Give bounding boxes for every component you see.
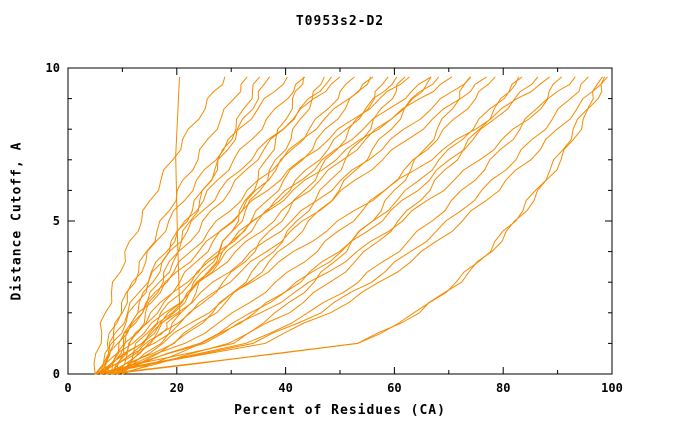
series-line: [111, 76, 603, 375]
series-line: [111, 76, 452, 375]
series-line: [100, 76, 306, 375]
series-line: [105, 76, 496, 375]
series-line: [94, 76, 389, 375]
series-line: [104, 76, 288, 375]
series-line: [100, 76, 355, 375]
x-tick-label: 100: [601, 381, 623, 395]
series-line: [111, 76, 332, 375]
x-axis-label: Percent of Residues (CA): [234, 403, 446, 418]
series-line: [116, 76, 406, 375]
x-tick-label: 40: [278, 381, 292, 395]
series-line: [121, 76, 523, 375]
series-line: [100, 76, 605, 375]
x-tick-label: 0: [64, 381, 71, 395]
y-tick-label: 5: [53, 214, 60, 228]
series-line: [105, 76, 374, 375]
chart-title: T0953s2-D2: [295, 14, 385, 29]
series-line: [116, 76, 550, 375]
series-line: [121, 76, 305, 375]
x-tick-label: 20: [170, 381, 184, 395]
y-tick-label: 0: [53, 367, 60, 381]
series-line: [94, 76, 270, 375]
series-line: [94, 76, 589, 375]
y-tick-label: 10: [46, 61, 60, 75]
series-line: [111, 76, 538, 375]
series-line: [111, 76, 487, 375]
series-line: [100, 76, 562, 375]
series-line: [116, 76, 260, 375]
series-line: [105, 76, 608, 375]
series-line: [105, 76, 576, 375]
series-line: [111, 76, 398, 375]
x-tick-label: 80: [496, 381, 510, 395]
series-line: [100, 76, 410, 375]
series-line: [100, 76, 248, 375]
series-line: [105, 76, 432, 375]
series-line: [100, 76, 471, 375]
series-line: [93, 76, 226, 375]
series-line: [121, 76, 432, 375]
x-tick-label: 60: [387, 381, 401, 395]
series-line: [94, 76, 325, 375]
